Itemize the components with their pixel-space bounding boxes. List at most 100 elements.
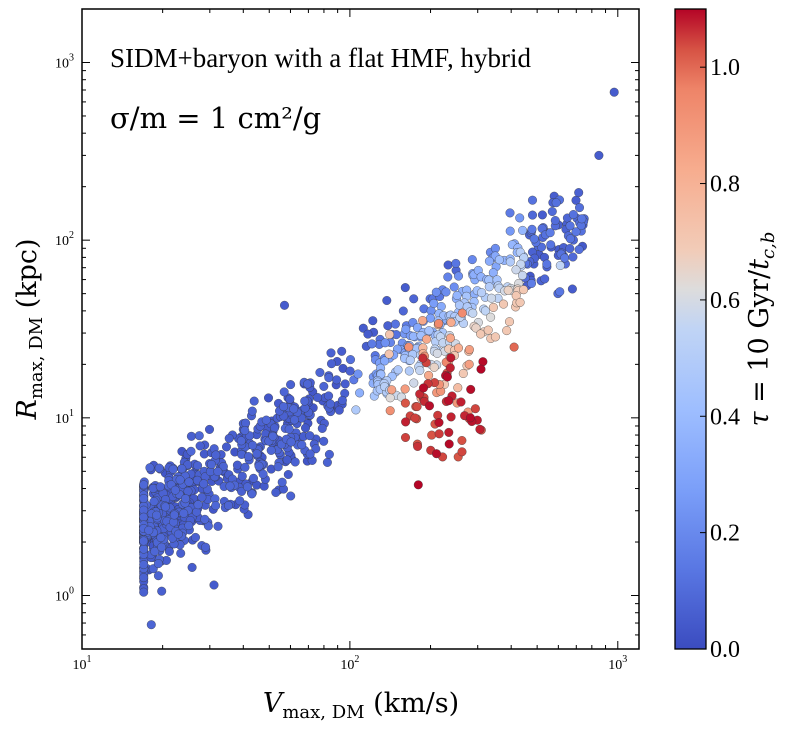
scatter-point (150, 546, 160, 556)
scatter-point (181, 494, 190, 504)
scatter-point (502, 326, 512, 336)
scatter-point (565, 244, 575, 253)
scatter-point (319, 381, 329, 391)
scatter-point (254, 461, 264, 471)
scatter-point (511, 291, 521, 301)
scatter-point (434, 418, 444, 427)
scatter-point (511, 265, 521, 275)
scatter-point (213, 521, 223, 531)
scatter-point (445, 333, 455, 343)
scatter-point (555, 287, 565, 297)
scatter-point (157, 542, 167, 552)
scatter-point (305, 449, 315, 459)
scatter-point (385, 330, 395, 339)
scatter-point (286, 491, 296, 501)
scatter-point (169, 510, 179, 520)
scatter-point (247, 406, 257, 416)
scatter-point (387, 385, 397, 395)
scatter-point (424, 326, 434, 336)
scatter-point (494, 255, 504, 265)
scatter-point (325, 399, 335, 409)
scatter-point (193, 461, 203, 471)
scatter-point (170, 485, 180, 495)
scatter-point (443, 260, 453, 270)
scatter-point (568, 252, 578, 262)
scatter-point (152, 510, 162, 520)
scatter-point (429, 362, 439, 372)
scatter-point (427, 430, 437, 440)
colorbar-label: τ = 10 Gyr/tc,b (744, 232, 779, 427)
scatter-point (547, 207, 557, 216)
scatter-point (550, 216, 560, 225)
scatter-point (385, 406, 395, 416)
scatter-point (466, 384, 476, 394)
scatter-point (467, 255, 477, 265)
scatter-point (393, 365, 403, 375)
scatter-point (546, 240, 556, 250)
scatter-point (337, 395, 347, 405)
scatter-point (305, 431, 315, 441)
scatter-point (149, 497, 159, 506)
scatter-point (382, 296, 392, 305)
scatter-point (505, 317, 514, 327)
scatter-point (425, 401, 434, 411)
scatter-point (486, 312, 496, 322)
colorbar (674, 8, 707, 650)
scatter-point (313, 393, 323, 402)
scatter-point (192, 507, 202, 517)
scatter-point (161, 502, 170, 512)
scatter-point (488, 302, 498, 312)
scatter-point (446, 317, 456, 327)
scatter-point (551, 198, 561, 208)
scatter-point (574, 245, 584, 254)
scatter-point (478, 357, 488, 367)
scatter-point (168, 464, 178, 474)
scatter-point (146, 620, 156, 630)
scatter-point (301, 423, 310, 433)
scatter-point (324, 373, 334, 383)
scatter-point (284, 424, 294, 434)
scatter-point (400, 398, 410, 408)
scatter-point (412, 402, 422, 412)
scatter-point (401, 324, 411, 334)
scatter-point (340, 379, 350, 389)
scatter-point (224, 433, 234, 443)
scatter-point (363, 329, 373, 339)
scatter-point (515, 213, 525, 223)
scatter-point (222, 442, 231, 452)
scatter-point (199, 479, 209, 489)
scatter-point (515, 297, 525, 307)
scatter-point (505, 226, 515, 236)
scatter-point (209, 580, 219, 590)
chart-title-line1: SIDM+baryon with a flat HMF, hybrid (110, 43, 532, 73)
scatter-point (279, 402, 289, 412)
scatter-point (444, 396, 454, 406)
scatter-point (290, 415, 299, 425)
scatter-point (454, 271, 463, 281)
chart-title-line2: σ/m = 1 cm²/g (110, 101, 321, 135)
scatter-point (574, 188, 584, 198)
scatter-point (268, 431, 278, 441)
scatter-point (176, 548, 186, 558)
scatter-point (503, 285, 513, 295)
scatter-point (390, 319, 400, 329)
colorbar-tick-label: 0.0 (710, 637, 740, 663)
scatter-point (145, 463, 155, 473)
scatter-point (237, 471, 247, 481)
scatter-point (432, 348, 442, 358)
y-tick-label: 101 (55, 408, 74, 427)
scatter-point (468, 308, 478, 318)
scatter-point (555, 261, 565, 270)
scatter-point (527, 224, 537, 234)
scatter-point (252, 449, 262, 459)
scatter-point (456, 397, 466, 407)
scatter-point (156, 533, 166, 543)
scatter-point (529, 234, 539, 244)
scatter-point (490, 243, 500, 253)
scatter-point (537, 210, 547, 220)
scatter-point (345, 366, 355, 376)
scatter-point (153, 559, 163, 569)
scatter-point (454, 343, 463, 353)
scatter-point (413, 480, 423, 490)
